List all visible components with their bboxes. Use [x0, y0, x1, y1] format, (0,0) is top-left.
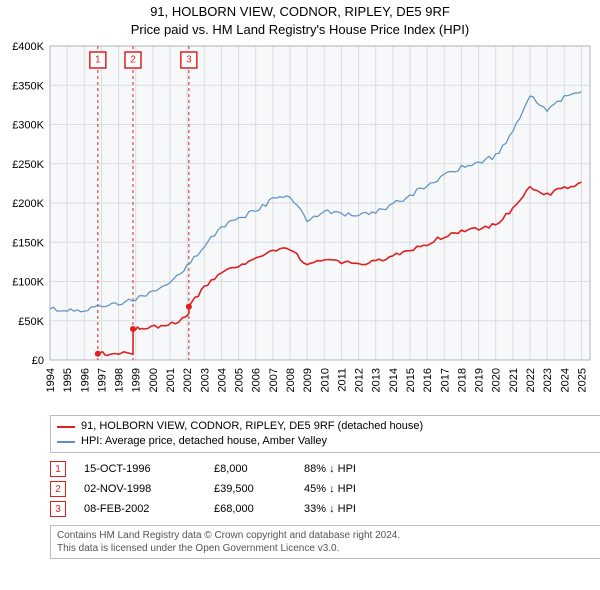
transaction-diff: 33% ↓ HPI	[304, 503, 424, 515]
x-axis-label: 1994	[45, 368, 57, 392]
x-axis-label: 2018	[456, 368, 468, 392]
x-axis-label: 2002	[182, 368, 194, 392]
x-axis-label: 2017	[439, 368, 451, 392]
transactions-table: 1 15-OCT-1996£8,00088% ↓ HPI 2 02-NOV-1998£…	[50, 459, 424, 519]
transaction-marker: 2	[130, 55, 136, 66]
y-axis-label: £150K	[12, 237, 44, 249]
x-axis-label: 2007	[268, 368, 280, 392]
table-row: 3 08-FEB-2002£68,00033% ↓ HPI	[50, 499, 424, 519]
transaction-diff: 45% ↓ HPI	[304, 483, 424, 495]
transaction-marker: 1	[95, 55, 101, 66]
legend-item: 91, HOLBORN VIEW, CODNOR, RIPLEY, DE5 9R…	[57, 419, 597, 434]
x-axis-label: 1995	[62, 368, 74, 392]
chart-legend: 91, HOLBORN VIEW, CODNOR, RIPLEY, DE5 9R…	[50, 415, 600, 453]
transaction-date: 02-NOV-1998	[84, 483, 214, 495]
table-row: 1 15-OCT-1996£8,00088% ↓ HPI	[50, 459, 424, 479]
x-axis-label: 2010	[319, 368, 331, 392]
x-axis-label: 1996	[79, 368, 91, 392]
x-axis-label: 2015	[405, 368, 417, 392]
legend-label: 91, HOLBORN VIEW, CODNOR, RIPLEY, DE5 9R…	[81, 419, 423, 434]
transaction-price: £8,000	[214, 463, 304, 475]
x-axis-label: 2016	[422, 368, 434, 392]
x-axis-label: 2005	[234, 368, 246, 392]
table-row: 2 02-NOV-1998£39,50045% ↓ HPI	[50, 479, 424, 499]
x-axis-label: 2003	[199, 368, 211, 392]
y-axis-label: £350K	[12, 80, 44, 92]
legend-swatch	[57, 426, 75, 428]
x-axis-label: 2014	[388, 368, 400, 392]
x-axis-label: 2000	[148, 368, 160, 392]
x-axis-label: 2004	[216, 368, 228, 392]
page-root: 91, HOLBORN VIEW, CODNOR, RIPLEY, DE5 9R…	[0, 0, 600, 590]
x-axis-label: 2006	[251, 368, 263, 392]
x-axis-label: 2019	[474, 368, 486, 392]
footer-line-1: Contains HM Land Registry data © Crown c…	[57, 529, 597, 542]
x-axis-label: 2023	[542, 368, 554, 392]
x-axis-label: 2025	[576, 368, 588, 392]
x-axis-label: 2001	[165, 368, 177, 392]
chart-title-address: 91, HOLBORN VIEW, CODNOR, RIPLEY, DE5 9R…	[0, 4, 600, 19]
footer-line-2: This data is licensed under the Open Gov…	[57, 542, 597, 555]
legend-item: HPI: Average price, detached house, Ambe…	[57, 434, 597, 449]
y-axis-label: £200K	[12, 198, 44, 210]
legend-label: HPI: Average price, detached house, Ambe…	[81, 434, 327, 449]
transaction-marker: 3	[186, 55, 192, 66]
y-axis-label: £250K	[12, 159, 44, 171]
transaction-date: 15-OCT-1996	[84, 463, 214, 475]
x-axis-label: 2024	[559, 368, 571, 392]
transaction-diff: 88% ↓ HPI	[304, 463, 424, 475]
y-axis-label: £400K	[12, 41, 44, 53]
legend-swatch	[57, 441, 75, 443]
transaction-badge: 2	[50, 481, 66, 497]
x-axis-label: 1997	[96, 368, 108, 392]
x-axis-label: 1999	[131, 368, 143, 392]
transaction-badge: 3	[50, 501, 66, 517]
attribution-footer: Contains HM Land Registry data © Crown c…	[50, 525, 600, 559]
price-chart: £0 £50K £100K £150K £200K £250K £300K £350K £400…	[0, 40, 600, 420]
y-axis-label: £0	[32, 355, 44, 367]
x-axis-label: 2011	[336, 368, 348, 392]
y-axis-label: £50K	[18, 316, 44, 328]
x-axis-label: 2012	[354, 368, 366, 392]
y-axis-label: £300K	[12, 120, 44, 132]
x-axis-label: 2022	[525, 368, 537, 392]
x-axis-label: 2021	[508, 368, 520, 392]
chart-title-desc: Price paid vs. HM Land Registry's House …	[0, 22, 600, 37]
transaction-badge: 1	[50, 461, 66, 477]
x-axis-label: 1998	[114, 368, 126, 392]
x-axis-label: 2009	[302, 368, 314, 392]
transaction-price: £39,500	[214, 483, 304, 495]
transaction-date: 08-FEB-2002	[84, 503, 214, 515]
x-axis-label: 2013	[371, 368, 383, 392]
transaction-price: £68,000	[214, 503, 304, 515]
x-axis-label: 2008	[285, 368, 297, 392]
x-axis-label: 2020	[491, 368, 503, 392]
y-axis-label: £100K	[12, 277, 44, 289]
